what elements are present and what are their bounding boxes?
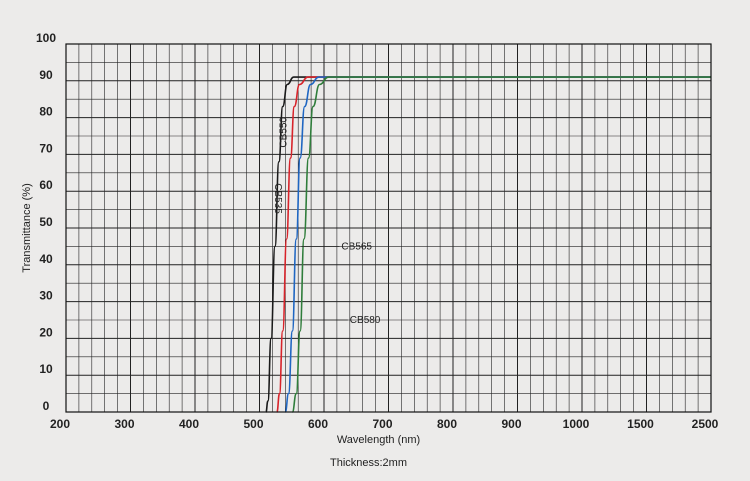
annotations: CB535 CB550 CB565 CB580 (272, 117, 381, 326)
x-tick-label: 400 (179, 417, 199, 431)
series-line-cb580 (291, 76, 711, 413)
y-tick-label: 90 (39, 68, 53, 82)
y-tick-label: 10 (39, 362, 53, 376)
y-tick-label: 40 (39, 252, 53, 266)
label-cb535: CB535 (272, 183, 283, 214)
x-tick-label: 1000 (563, 417, 590, 431)
y-tick-label: 30 (39, 289, 53, 303)
y-tick-label: 60 (39, 178, 53, 192)
label-cb580: CB580 (350, 315, 381, 326)
x-tick-label: 2500 (692, 417, 719, 431)
x-tick-label: 300 (114, 417, 134, 431)
y-tick-label: 80 (39, 105, 53, 119)
y-tick-labels: 0 10 20 30 40 50 60 70 80 90 100 (36, 31, 56, 413)
y-tick-label: 70 (39, 141, 53, 155)
x-tick-label: 1500 (627, 417, 654, 431)
series-group (265, 76, 711, 413)
x-tick-label: 800 (437, 417, 457, 431)
x-tick-label: 600 (308, 417, 328, 431)
x-tick-label: 500 (243, 417, 263, 431)
thickness-note: Thickness:2mm (330, 457, 407, 469)
y-axis-label: Transmittance (%) (21, 183, 33, 272)
y-tick-label: 50 (39, 215, 53, 229)
x-tick-label: 200 (50, 417, 70, 431)
label-cb550: CB550 (279, 117, 290, 148)
x-axis-label: Wavelength (nm) (337, 434, 420, 446)
y-tick-label: 0 (43, 399, 50, 413)
x-tick-label: 700 (372, 417, 392, 431)
x-tick-labels: 200 300 400 500 600 700 800 900 1000 1500 2500 (50, 417, 719, 431)
y-tick-label: 100 (36, 31, 56, 45)
x-tick-label: 900 (501, 417, 521, 431)
y-tick-label: 20 (39, 325, 53, 339)
label-cb565: CB565 (341, 241, 372, 252)
grid (65, 43, 712, 413)
plot-frame (65, 43, 712, 413)
